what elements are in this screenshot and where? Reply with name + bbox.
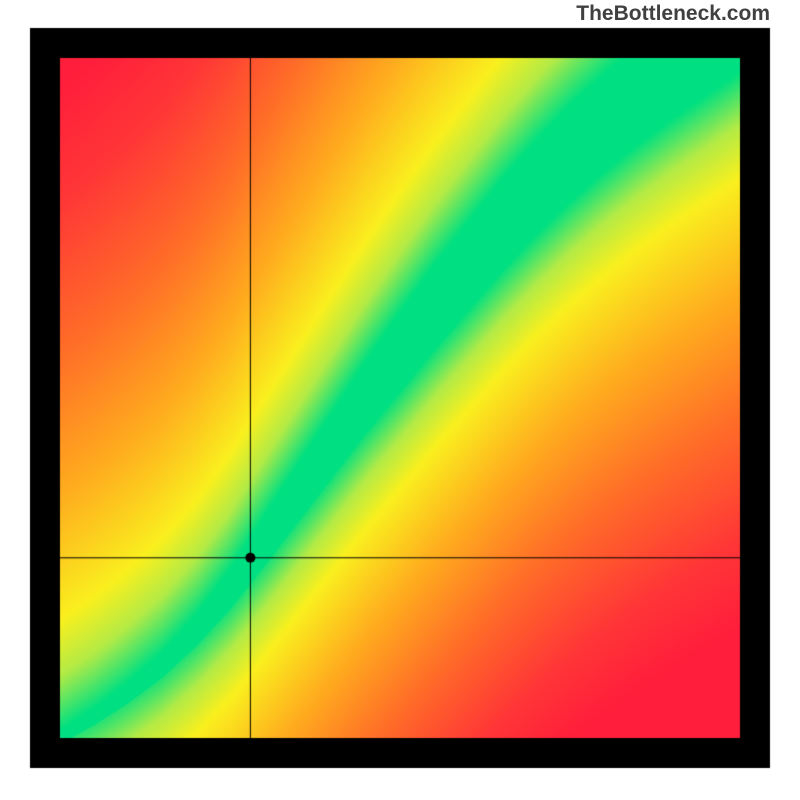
bottleneck-heatmap — [0, 0, 800, 800]
watermark-text: TheBottleneck.com — [576, 2, 770, 26]
